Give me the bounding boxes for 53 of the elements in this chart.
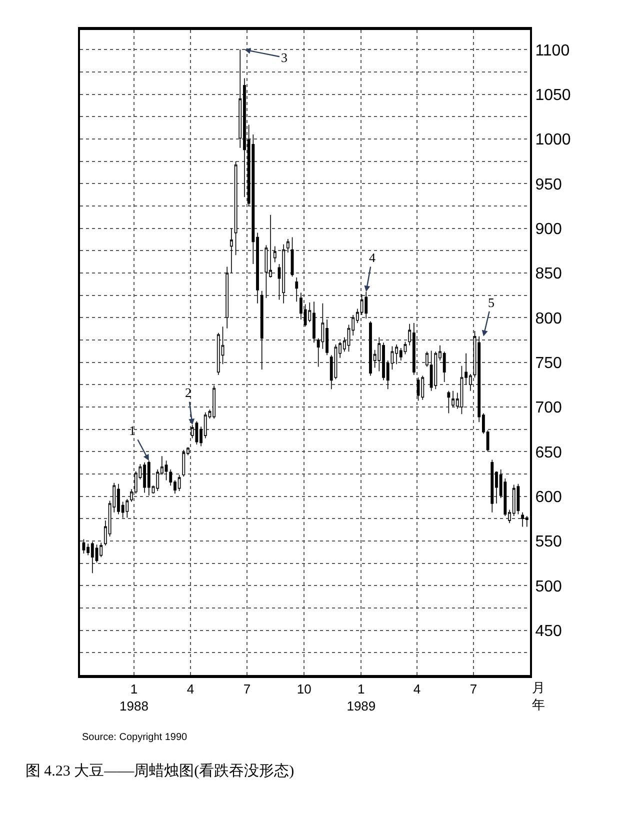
y-tick-label: 1050 (535, 86, 571, 104)
candlestick (421, 375, 424, 400)
annotation: 1 (129, 423, 136, 438)
source-note: Source: Copyright 1990 (82, 732, 188, 743)
candlestick (516, 483, 520, 515)
y-tick-label: 900 (535, 220, 562, 238)
x-tick-label: 1 1988 (120, 682, 148, 714)
y-tick-label: 500 (535, 578, 562, 596)
candlestick (164, 460, 168, 481)
y-tick-label: 600 (535, 488, 562, 506)
y-tick-label: 650 (535, 444, 562, 462)
y-tick-label: 1000 (535, 132, 571, 149)
y-tick-label: 950 (535, 176, 562, 194)
candlestick (521, 512, 524, 528)
candlestick (282, 244, 286, 304)
y-tick-label: 800 (535, 310, 562, 328)
annotation: 3 (281, 50, 288, 65)
x-tick-label: 7 (243, 682, 251, 697)
candlestick (260, 290, 264, 370)
text: 图 4.23 大豆——周蜡烛图(看跌吞没形态) (25, 762, 294, 780)
candlestick (430, 350, 433, 392)
candlestick (212, 385, 216, 420)
candlestick (490, 459, 494, 513)
candlestick (90, 541, 94, 574)
candlestick (273, 246, 276, 263)
candlestick (230, 228, 233, 274)
y-tick-label: 550 (535, 534, 562, 551)
candlestick (147, 460, 150, 496)
x-tick-label: 4 (413, 682, 421, 697)
candlestick (195, 420, 198, 445)
x-axis-title: 月年 (532, 680, 545, 712)
candlestick (234, 160, 238, 256)
x-tick-label: 7 (470, 682, 478, 697)
y-tick-label: 1100 (535, 42, 570, 60)
annotation: 5 (488, 295, 494, 310)
x-tick-label: 10 (296, 682, 312, 697)
candlestick (126, 498, 129, 518)
candlestick (412, 322, 416, 376)
candlestick (295, 277, 298, 302)
annotation: 4 (369, 250, 376, 265)
annotation: 2 (185, 385, 192, 400)
candlestick (286, 238, 290, 253)
y-tick-label: 750 (535, 354, 562, 372)
x-tick-label: 1 1989 (346, 682, 376, 714)
candlestick (447, 390, 450, 414)
candlestick (182, 449, 186, 478)
x-tick-label: 4 (186, 682, 194, 697)
candlestick (226, 266, 229, 329)
y-tick-label: 850 (535, 266, 562, 283)
candlestick (178, 474, 181, 492)
candlestick (525, 516, 528, 528)
y-tick-label: 700 (535, 400, 562, 417)
y-tick-label: 450 (535, 622, 562, 640)
